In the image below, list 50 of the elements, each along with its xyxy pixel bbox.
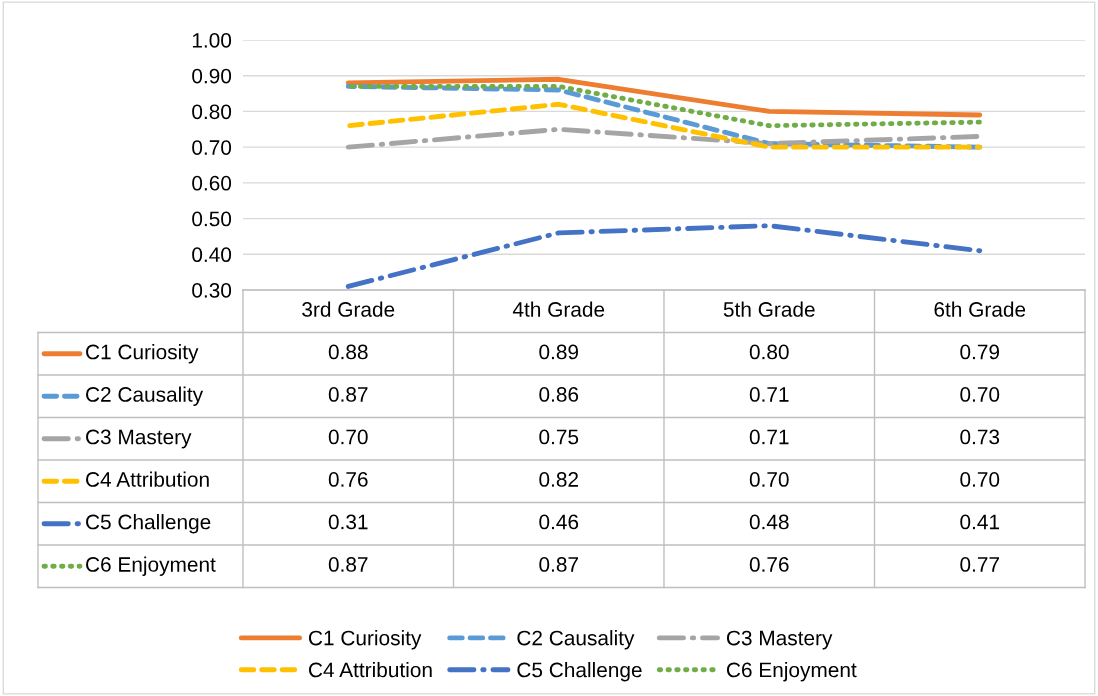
data-label: 0.75 [539,429,579,445]
text: C2 Causality [517,630,635,650]
data-label: 0.70 [749,472,789,487]
text: C3 Mastery [726,630,833,650]
legend-label: C5 Challenge [86,514,211,534]
data-label: 0.80 [749,344,789,360]
line-series [345,76,983,118]
data-label: 0.87 [328,557,368,572]
y-tick-label: 0.80 [192,104,232,120]
data-label: 0.73 [960,429,1000,445]
legend-label: C4 Attribution [86,471,209,487]
line-series [345,223,983,289]
y-tick-label: 0.50 [192,211,232,227]
x-tick-label: 5th Grade [723,301,815,317]
text: C4 Attribution [308,662,432,678]
data-label: 0.76 [749,557,789,572]
data-label: 0.88 [328,344,368,360]
y-tick-label: 0.70 [192,140,232,155]
data-label: 0.48 [749,514,789,530]
legend-label: C1 Curiosity [86,344,199,364]
y-tick-label: 0.40 [192,247,232,263]
data-label: 0.76 [328,472,368,487]
y-tick-label: 0.30 [192,283,232,298]
legend-label: C2 Causality [86,386,204,406]
text: C6 Enjoyment [726,662,857,682]
y-tick-label: 0.90 [192,68,232,84]
data-label: 0.86 [539,387,579,402]
data-label: 0.89 [539,344,579,360]
data-label: 0.31 [328,514,368,530]
text: C5 Challenge [517,662,642,682]
x-tick-label: 4th Grade [512,301,605,317]
data-label: 0.87 [328,387,368,402]
data-label: 0.46 [539,514,579,530]
legend-label: C3 Mastery [86,429,192,449]
data-label: 0.82 [539,472,578,487]
data-label: 0.70 [960,387,1000,402]
legend-label: C6 Enjoyment [86,556,216,576]
y-tick-label: 0.60 [192,175,232,191]
data-label: 0.71 [749,429,789,445]
data-label: 0.70 [328,429,368,445]
text: C1 Curiosity [308,630,422,650]
y-tick-label: 1.00 [192,33,232,48]
data-label: 0.87 [539,557,578,572]
data-label: 0.79 [960,344,1000,360]
data-label: 0.70 [960,472,1000,487]
data-label: 0.41 [960,514,1000,530]
data-label: 0.77 [960,557,999,572]
x-tick-label: 3rd Grade [302,301,395,317]
x-tick-label: 6th Grade [934,301,1026,317]
data-label: 0.71 [749,387,789,402]
